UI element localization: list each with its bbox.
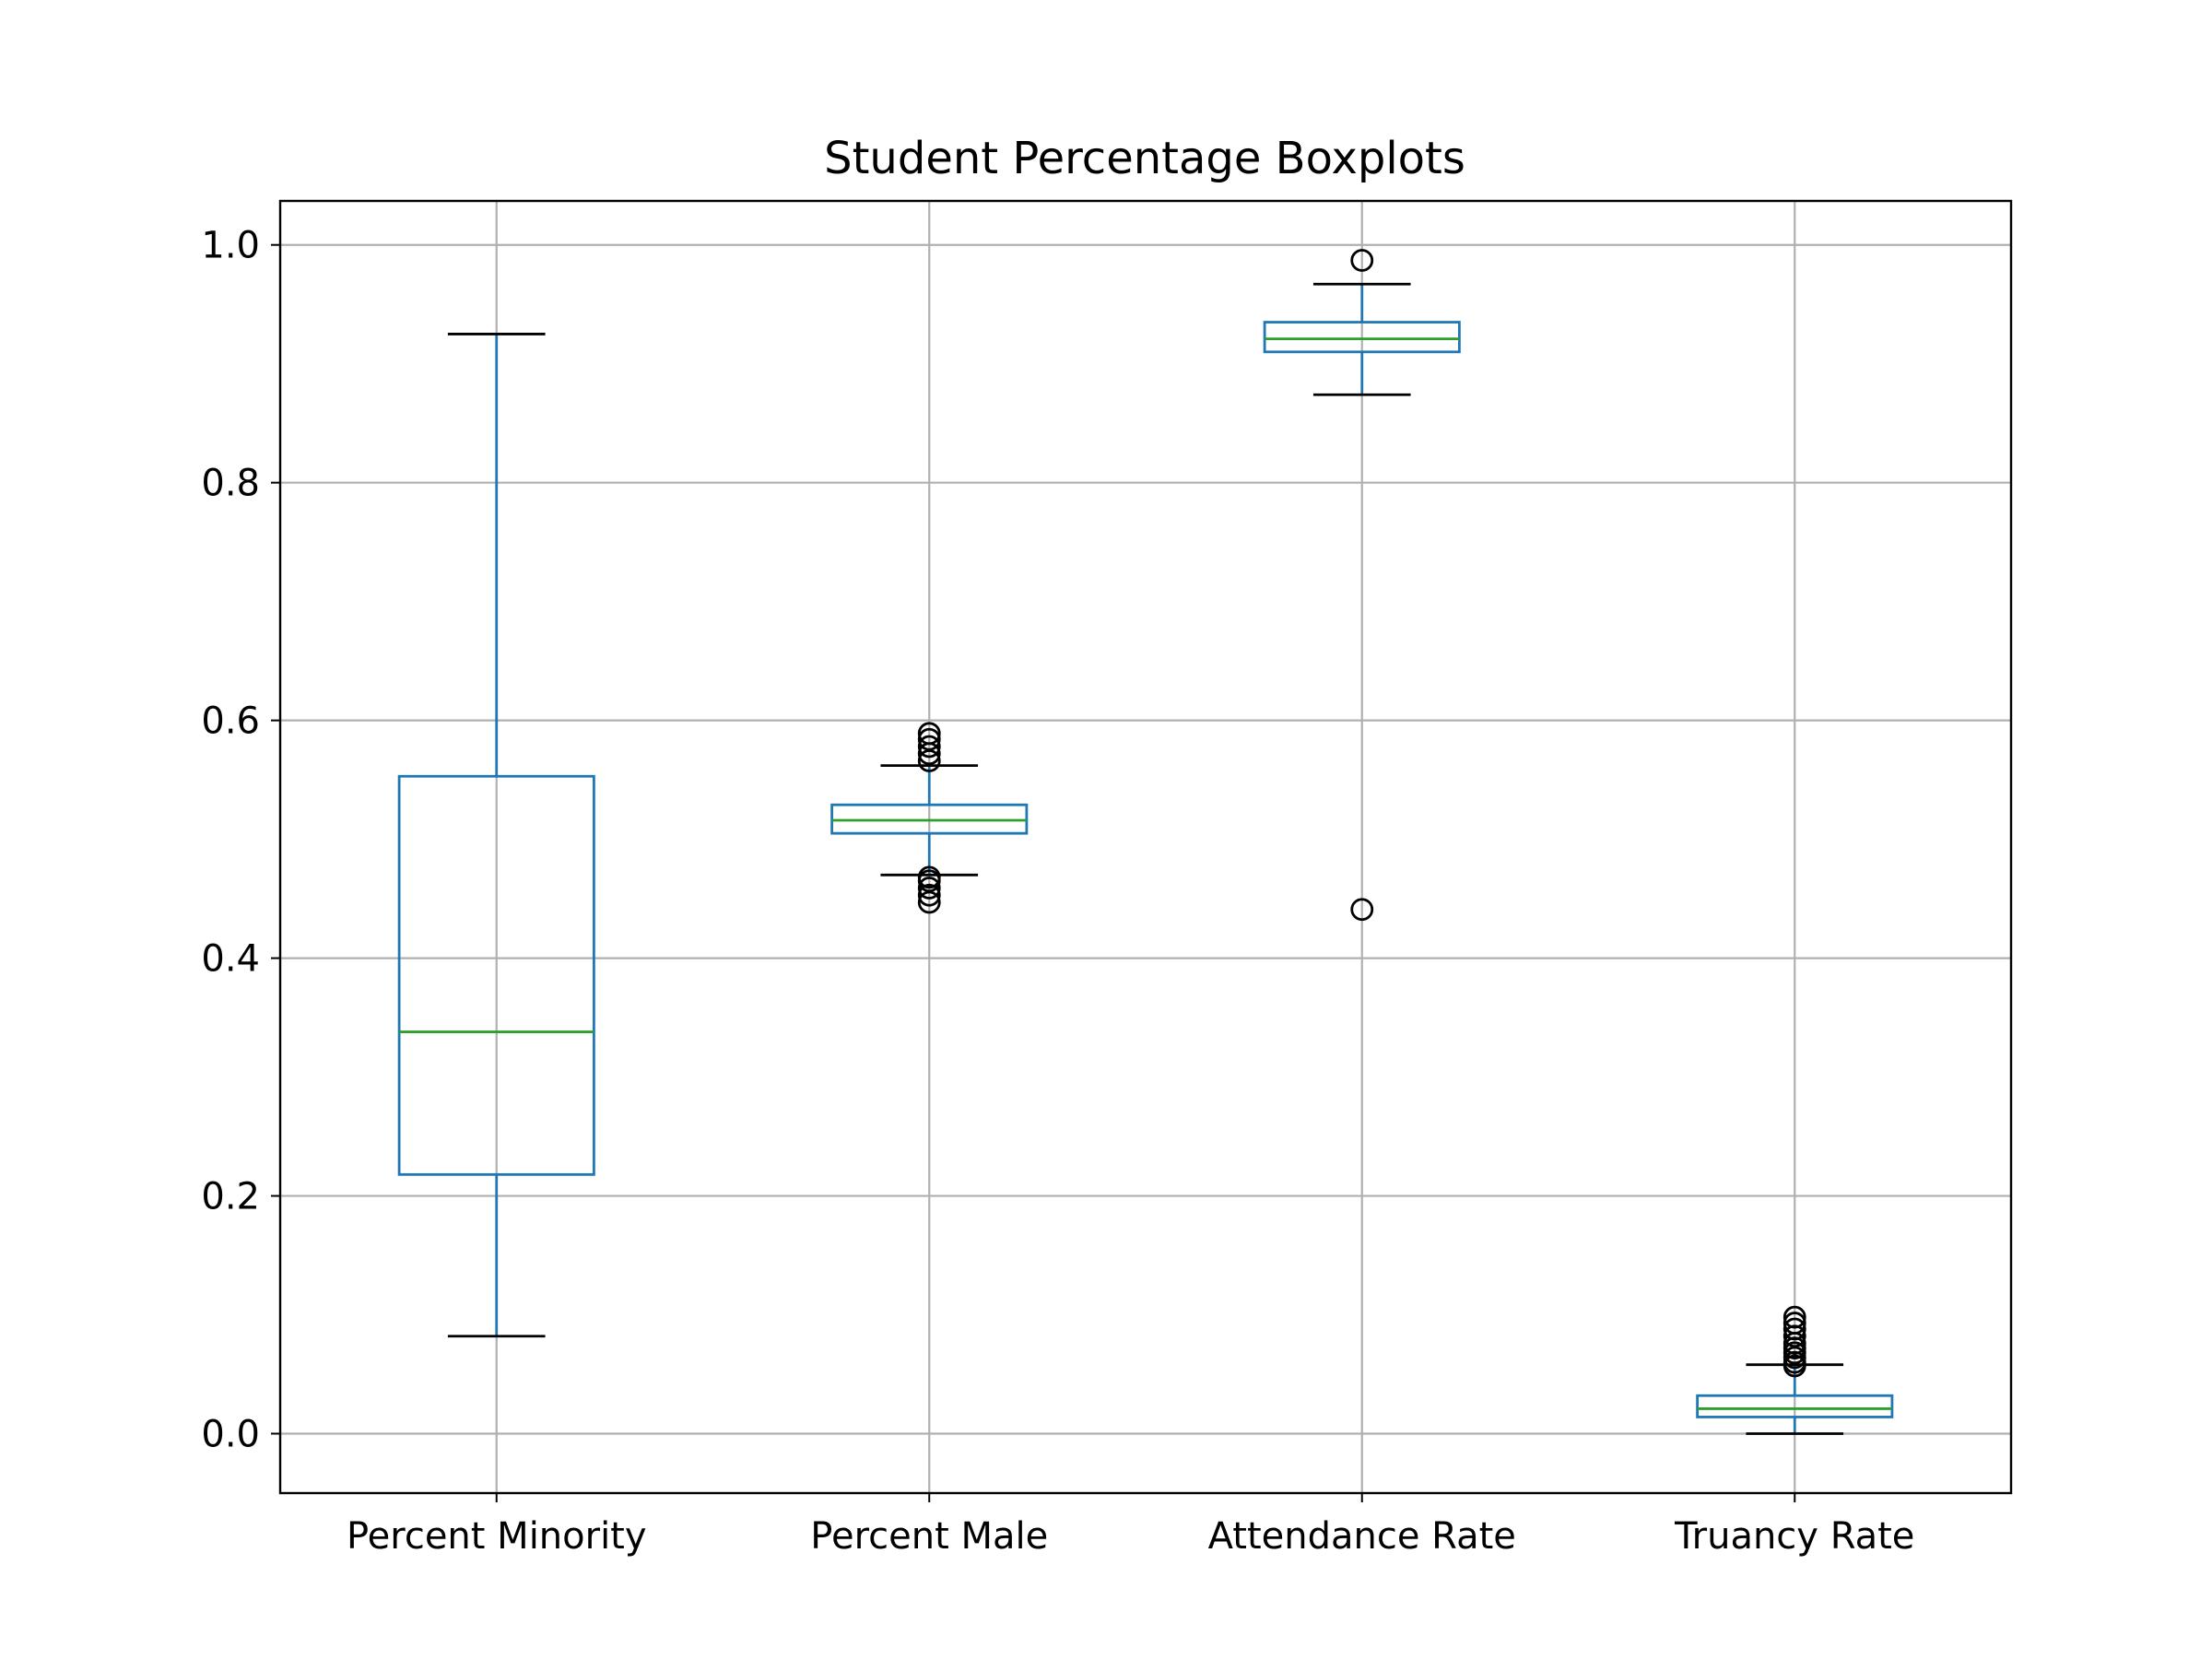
tick-layer: 0.0 0.2 0.4 0.6 0.8 1.0 Percent Minority Percen…	[201, 225, 1914, 1558]
outlier-point	[1350, 898, 1374, 922]
box-layer	[397, 249, 1894, 1435]
x-tick-label: Percent Minority	[347, 1515, 647, 1558]
y-tick-label: 1.0	[201, 225, 260, 267]
box-group	[830, 722, 1029, 914]
outlier-point	[917, 883, 941, 907]
y-tick-label: 0.2	[201, 1176, 260, 1218]
iqr-box	[1263, 321, 1461, 354]
box-group	[397, 333, 595, 1338]
x-tick-label: Truancy Rate	[1674, 1515, 1914, 1558]
outlier-point	[917, 727, 941, 751]
box-group	[1696, 1305, 1894, 1435]
iqr-box	[1696, 1394, 1894, 1418]
chart-title: Student Percentage Boxplots	[824, 133, 1465, 184]
outlier-point	[1783, 1317, 1806, 1341]
outlier-point	[1783, 1305, 1806, 1329]
plot-area-frame	[278, 199, 2013, 1495]
iqr-box	[397, 774, 595, 1176]
outlier-point	[1783, 1312, 1806, 1335]
y-tick-label: 0.8	[201, 463, 260, 505]
y-tick-label: 0.4	[201, 938, 260, 981]
y-tick-label: 0.6	[201, 700, 260, 743]
outlier-point	[917, 735, 941, 759]
outlier-point	[917, 877, 941, 900]
box-group	[1263, 249, 1461, 922]
x-tick-label: Percent Male	[810, 1515, 1048, 1558]
y-tick-label: 0.0	[201, 1414, 260, 1456]
outlier-point	[917, 865, 941, 889]
outlier-point	[917, 722, 941, 746]
x-tick-label: Attendance Rate	[1208, 1515, 1516, 1558]
outlier-point	[1350, 249, 1374, 272]
